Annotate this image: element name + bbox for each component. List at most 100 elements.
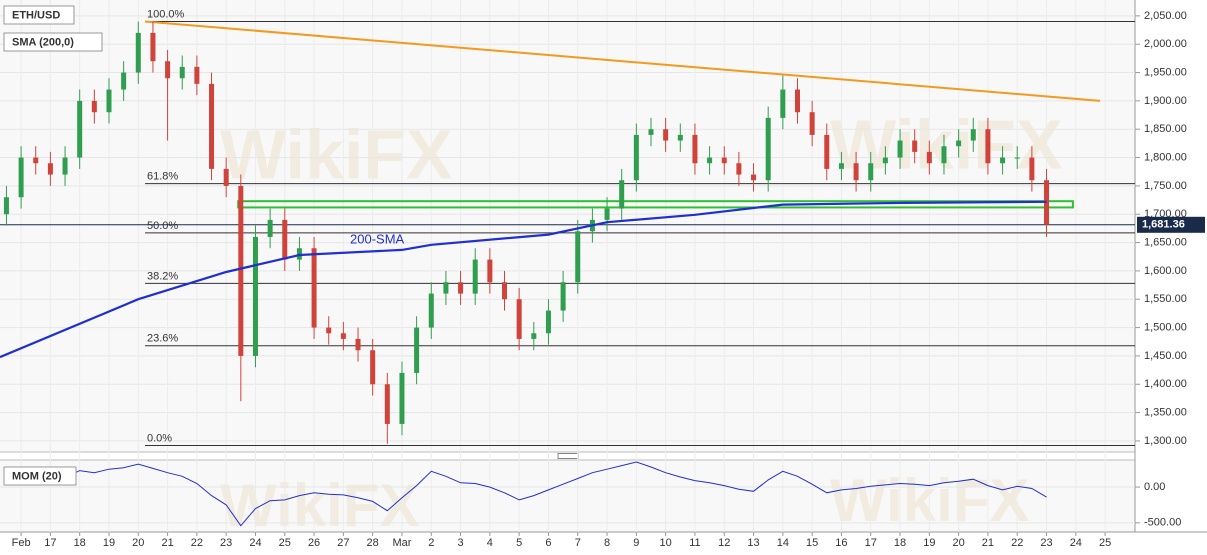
- symbol-label: ETH/USD: [12, 9, 60, 21]
- x-tick-label: 25: [279, 537, 291, 549]
- candle-body: [985, 129, 991, 164]
- candle-body: [516, 299, 522, 339]
- last-price-label: 1,681.36: [1142, 219, 1185, 231]
- y-tick-label: 1,350.00: [1144, 407, 1187, 419]
- candle-body: [575, 231, 581, 283]
- candle-body: [47, 163, 53, 175]
- candle-body: [765, 117, 771, 181]
- x-tick-label: 9: [633, 537, 639, 549]
- candle-body: [545, 310, 551, 334]
- candle-body: [326, 327, 332, 334]
- x-tick-label: 23: [1040, 537, 1052, 549]
- x-tick-label: 15: [806, 537, 818, 549]
- x-tick-label: 17: [44, 537, 56, 549]
- candle-body: [824, 134, 830, 169]
- candle-body: [252, 236, 258, 356]
- y-tick-label: 1,850.00: [1144, 123, 1187, 135]
- y-tick-label: 1,800.00: [1144, 151, 1187, 163]
- x-tick-label: 21: [982, 537, 994, 549]
- symbol-box[interactable]: [3, 5, 75, 25]
- x-tick-label: Feb: [12, 537, 31, 549]
- watermark: WikiFX: [220, 472, 419, 539]
- candle-body: [33, 157, 39, 164]
- y-tick-label: 1,950.00: [1144, 66, 1187, 78]
- candle-body: [370, 350, 376, 385]
- momentum-panel: [0, 460, 1135, 532]
- x-tick-label: 24: [249, 537, 261, 549]
- y-tick-label: 1,400.00: [1144, 378, 1187, 390]
- candle-body: [282, 219, 288, 260]
- sma-annotation: 200-SMA: [350, 231, 405, 246]
- candle-body: [926, 151, 932, 164]
- candle-body: [1000, 157, 1006, 164]
- candle-body: [62, 157, 68, 175]
- candle-body: [340, 333, 346, 339]
- candle-body: [941, 146, 947, 164]
- indicator-label: MOM (20): [12, 470, 62, 482]
- y-tick-label: 1,500.00: [1144, 321, 1187, 333]
- candle-body: [18, 157, 24, 198]
- x-tick-label: 4: [487, 537, 493, 549]
- x-tick-label: 24: [1070, 537, 1082, 549]
- candle-body: [838, 163, 844, 169]
- candle-body: [721, 157, 727, 164]
- candle-body: [868, 163, 874, 181]
- indicator-label: SMA (200,0): [12, 36, 74, 48]
- candle-body: [165, 61, 171, 79]
- candle-body: [794, 89, 800, 113]
- x-tick-label: 28: [367, 537, 379, 549]
- candle-body: [458, 282, 464, 294]
- x-tick-label: 12: [718, 537, 730, 549]
- fib-label: 50.0%: [147, 220, 178, 232]
- candle-body: [150, 32, 156, 62]
- candle-body: [399, 372, 405, 424]
- y-tick-label: 1,900.00: [1144, 95, 1187, 107]
- y-tick-label: 0.00: [1144, 481, 1165, 493]
- candle-body: [751, 174, 757, 181]
- x-tick-label: 18: [894, 537, 906, 549]
- candle-body: [311, 248, 317, 328]
- trend-line: [144, 20, 1101, 102]
- candle-body: [780, 89, 786, 118]
- y-tick-label: 1,600.00: [1144, 265, 1187, 277]
- y-tick-label: 1,300.00: [1144, 435, 1187, 447]
- x-tick-label: 13: [747, 537, 759, 549]
- support-zone: [237, 200, 1074, 209]
- candle-body: [121, 72, 127, 90]
- candle-body: [77, 100, 83, 158]
- watermark: WikiFX: [830, 105, 1063, 183]
- candle-body: [1014, 157, 1020, 159]
- x-tick-label: 20: [132, 537, 144, 549]
- candle-body: [179, 66, 185, 79]
- x-tick-label: 11: [689, 537, 700, 549]
- indicator-box[interactable]: [3, 32, 103, 52]
- candle-body: [194, 66, 200, 84]
- candle-body: [677, 134, 683, 141]
- candle-body: [487, 259, 493, 283]
- x-tick-label: 16: [835, 537, 847, 549]
- x-tick-label: 2: [428, 537, 434, 549]
- candle-body: [106, 89, 112, 113]
- candle-body: [912, 140, 918, 152]
- candle-body: [209, 83, 215, 169]
- x-tick-label: 23: [220, 537, 232, 549]
- candle-body: [897, 140, 903, 158]
- x-tick-label: 27: [337, 537, 349, 549]
- x-tick-label: 26: [308, 537, 320, 549]
- watermark: WikiFX: [220, 115, 453, 193]
- x-tick-label: 6: [545, 537, 551, 549]
- indicator-box[interactable]: [3, 466, 77, 486]
- candle-body: [707, 157, 713, 164]
- fib-label: 100.0%: [147, 8, 185, 20]
- candle-body: [267, 219, 273, 237]
- resize-handle[interactable]: [557, 453, 579, 459]
- x-tick-label: 25: [1099, 537, 1111, 549]
- candle-body: [238, 185, 244, 356]
- fib-label: 0.0%: [147, 432, 172, 444]
- sma-line: [0, 200, 1047, 359]
- momentum-line: [6, 461, 1047, 527]
- candle-body: [1029, 157, 1035, 181]
- candle-body: [619, 180, 625, 209]
- candle-body: [692, 134, 698, 164]
